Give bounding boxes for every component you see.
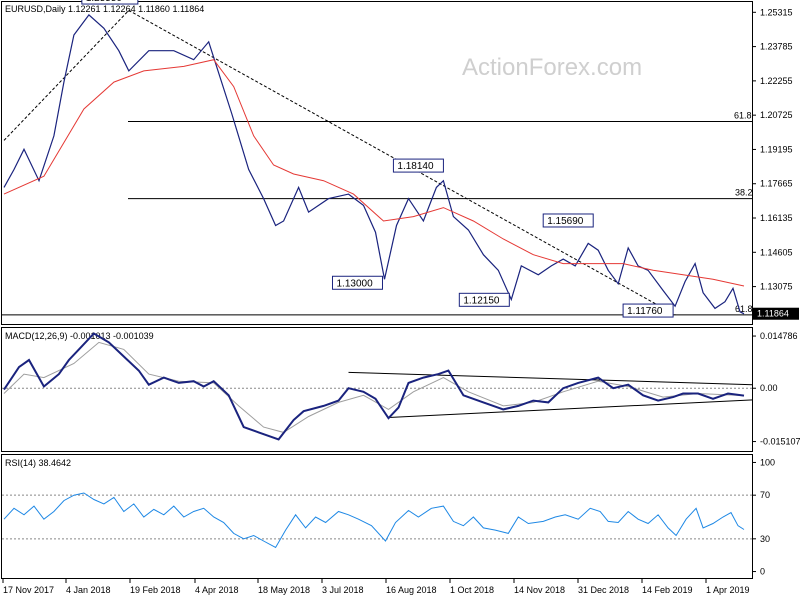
current-price-label: 1.11864 — [757, 309, 789, 319]
rsi-panel — [1, 454, 753, 579]
price-label: 1.11760 — [627, 306, 663, 317]
fib-level-label: 38.2 — [735, 188, 753, 198]
x-tick-label: 4 Jan 2018 — [66, 585, 111, 595]
x-tick-label: 31 Dec 2018 — [578, 585, 629, 595]
fib-level-label: 61.8 — [735, 304, 753, 314]
price-label: 1.12150 — [463, 295, 500, 306]
price-tick-label: 1.19195 — [760, 144, 793, 154]
fib-level-label: 61.8 — [734, 111, 752, 121]
macd-layer: 0.014786 0.00 -0.015107 — [2, 331, 800, 447]
x-tick-label: 16 Aug 2018 — [386, 585, 437, 595]
macd-tick-label: -0.015107 — [760, 437, 800, 447]
rsi-layer: 100 70 30 0 — [2, 457, 775, 577]
price-y-ticks: 1.25315 1.23785 1.22255 1.20725 1.19195 1.176… — [752, 7, 793, 292]
price-tick-label: 1.13075 — [760, 282, 793, 292]
x-tick-label: 1 Apr 2019 — [706, 585, 750, 595]
x-tick-label: 14 Nov 2018 — [514, 585, 565, 595]
price-label: 1.15690 — [547, 216, 584, 227]
rsi-tick-label: 70 — [760, 490, 770, 500]
price-header: EURUSD,Daily 1.12261 1.12264 1.11860 1.1… — [5, 4, 204, 14]
price-label: 1.13000 — [336, 278, 373, 289]
current-price-box — [753, 307, 799, 320]
price-tick-label: 1.23785 — [760, 42, 793, 52]
moving-average-series — [3, 59, 745, 287]
macd-tick-label: 0.00 — [760, 383, 778, 393]
price-label-box — [81, 0, 139, 5]
macd-series — [3, 332, 745, 441]
price-label-box — [331, 275, 383, 290]
price-label-box — [458, 292, 510, 307]
downtrend-line — [3, 9, 676, 316]
price-tick-label: 1.20725 — [760, 110, 793, 120]
price-tick-label: 1.14605 — [760, 247, 793, 257]
price-tick-label: 1.16135 — [760, 213, 793, 223]
x-tick-label: 3 Jul 2018 — [322, 585, 364, 595]
macd-header: MACD(12,26,9) -0.001013 -0.001039 — [5, 331, 154, 341]
rsi-tick-label: 30 — [760, 534, 770, 544]
x-tick-label: 17 Nov 2017 — [3, 585, 54, 595]
price-label-box — [542, 213, 594, 228]
macd-tick-label: 0.014786 — [760, 331, 798, 341]
rsi-tick-label: 100 — [760, 457, 775, 467]
price-label: 1.18140 — [397, 161, 434, 172]
price-labels: 1.25550 1.18140 1.15690 1.13000 1.12150 1.117… — [81, 0, 799, 320]
price-series — [3, 14, 745, 315]
price-label: 1.25550 — [86, 0, 123, 4]
x-tick-label: 19 Feb 2018 — [130, 585, 181, 595]
price-panel — [1, 1, 753, 325]
macd-upper-trendline — [348, 371, 754, 386]
price-lines — [3, 9, 745, 316]
watermark: ActionForex.com — [462, 54, 642, 81]
price-label-box — [392, 158, 444, 173]
price-label-box — [622, 303, 674, 318]
price-tick-label: 1.25315 — [760, 7, 793, 17]
x-tick-label: 14 Feb 2019 — [642, 585, 693, 595]
x-tick-label: 18 May 2018 — [258, 585, 310, 595]
x-tick-label: 4 Apr 2018 — [195, 585, 239, 595]
price-tick-label: 1.22255 — [760, 76, 793, 86]
macd-signal-series — [3, 341, 745, 433]
macd-lower-trendline — [388, 399, 754, 418]
x-tick-label: 1 Oct 2018 — [450, 585, 494, 595]
x-axis: 17 Nov 2017 4 Jan 2018 19 Feb 2018 4 Apr 20… — [2, 579, 750, 595]
macd-panel — [1, 327, 753, 452]
price-tick-label: 1.17665 — [760, 179, 793, 189]
rsi-tick-label: 0 — [760, 567, 765, 577]
rsi-series — [3, 492, 745, 549]
rsi-header: RSI(14) 38.4642 — [5, 458, 71, 468]
